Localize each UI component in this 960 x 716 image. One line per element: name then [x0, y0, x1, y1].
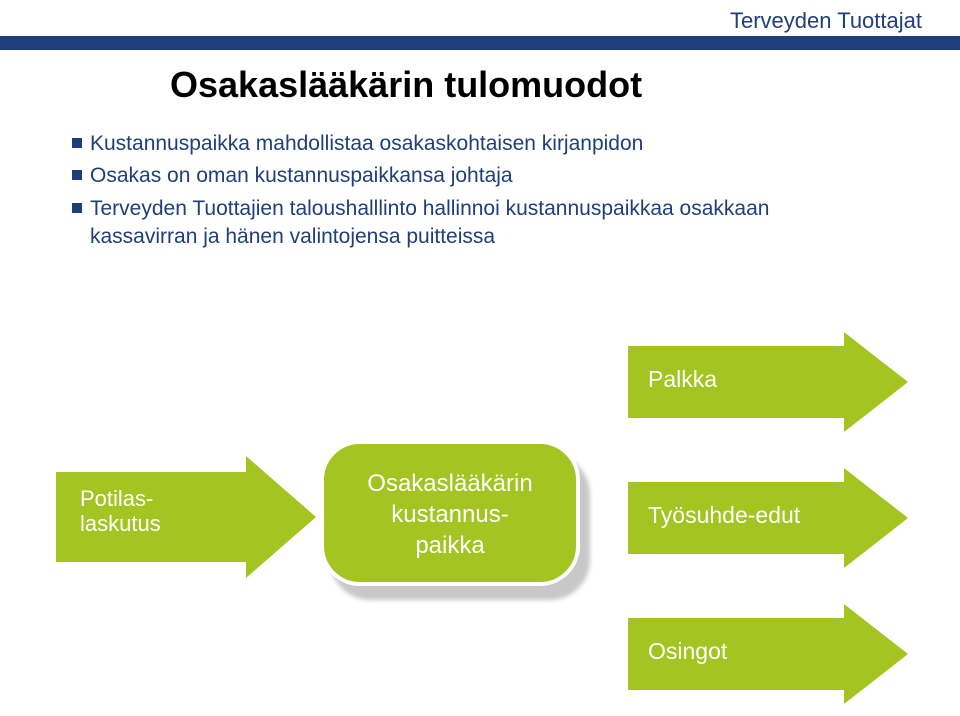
arrow-label: Potilas- laskutus	[80, 486, 240, 537]
arrow-label: Palkka	[648, 366, 717, 392]
pill-label-line: paikka	[415, 532, 484, 559]
arrow-palkka: Palkka	[628, 346, 908, 418]
header-brand: Terveyden Tuottajat	[730, 8, 922, 34]
arrow-label: Osingot	[648, 638, 727, 664]
arrow-label-line: Potilas-	[80, 486, 153, 511]
bullet-item: Kustannuspaikka mahdollistaa osakaskohta…	[72, 130, 832, 158]
arrow-head-icon	[844, 332, 908, 432]
arrow-potilaslaskutus: Potilas- laskutus	[56, 472, 316, 562]
pill-kustannuspaikka: Osakaslääkärin kustannus- paikka	[320, 440, 580, 586]
arrow-tyosuhde-edut: Työsuhde-edut	[628, 482, 908, 554]
bullet-list: Kustannuspaikka mahdollistaa osakaskohta…	[72, 130, 832, 255]
arrow-head-icon	[844, 468, 908, 568]
pill-label-line: kustannus-	[391, 501, 508, 528]
pill-label-line: Osakaslääkärin	[367, 470, 532, 497]
arrow-label-line: laskutus	[80, 511, 161, 536]
arrow-head-icon	[844, 604, 908, 704]
arrow-head-icon	[246, 456, 316, 578]
arrow-label: Työsuhde-edut	[648, 502, 800, 528]
arrow-osingot: Osingot	[628, 618, 908, 690]
slide-title: Osakaslääkärin tulomuodot	[170, 64, 642, 106]
header-bar	[0, 36, 960, 50]
bullet-item: Terveyden Tuottajien taloushalllinto hal…	[72, 195, 832, 252]
bullet-item: Osakas on oman kustannuspaikkansa johtaj…	[72, 162, 832, 190]
